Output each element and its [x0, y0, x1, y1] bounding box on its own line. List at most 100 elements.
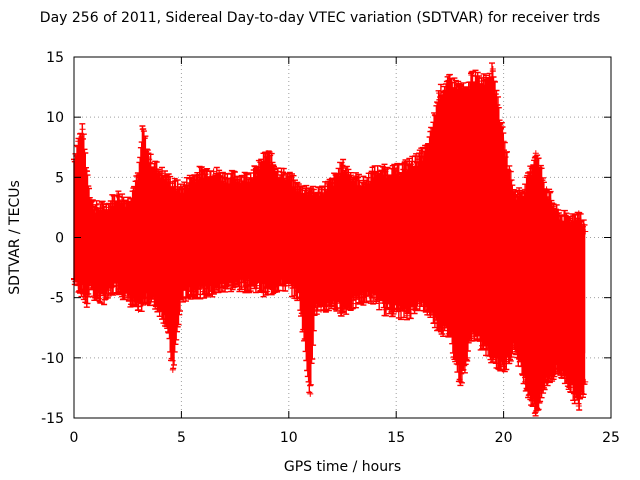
data-point — [457, 84, 464, 91]
data-point — [436, 324, 443, 331]
data-point — [489, 354, 496, 361]
data-point — [124, 294, 131, 301]
data-point — [232, 174, 239, 181]
data-point — [436, 90, 443, 97]
data-point — [178, 186, 185, 193]
x-tick-labels: 0 5 10 15 20 25 — [70, 430, 620, 446]
data-point — [382, 306, 389, 313]
data-point — [457, 378, 464, 385]
data-point — [582, 378, 589, 385]
data-point — [554, 210, 561, 217]
y-axis-label: SDTVAR / TECUs — [7, 180, 23, 295]
data-point — [511, 342, 518, 349]
data-point — [318, 186, 325, 193]
data-point — [242, 282, 249, 289]
x-tick-label: 10 — [280, 430, 298, 446]
data-point — [275, 282, 282, 289]
data-point — [468, 330, 475, 337]
data-point — [210, 168, 217, 175]
data-point — [554, 366, 561, 373]
data-point — [189, 174, 196, 181]
x-tick-label: 15 — [387, 430, 405, 446]
data-point — [146, 156, 153, 163]
data-point — [328, 180, 335, 187]
data-point — [79, 126, 86, 133]
data-point — [75, 138, 82, 145]
data-point — [350, 300, 357, 307]
data-point — [393, 168, 400, 175]
data-point — [146, 294, 153, 301]
data-point — [169, 180, 176, 187]
data-point — [92, 204, 99, 211]
data-point — [139, 126, 146, 133]
data-point — [328, 300, 335, 307]
data-point — [88, 198, 95, 205]
data-point — [393, 306, 400, 313]
data-point — [307, 186, 314, 193]
data-point — [83, 168, 90, 175]
data-point — [296, 294, 303, 301]
data-point — [382, 168, 389, 175]
data-point — [532, 408, 539, 415]
data-point — [543, 378, 550, 385]
data-point — [532, 150, 539, 157]
data-point — [113, 192, 120, 199]
data-point — [446, 78, 453, 85]
data-point — [232, 282, 239, 289]
data-point — [113, 282, 120, 289]
data-point — [103, 294, 110, 301]
y-tick-label: -15 — [41, 411, 64, 427]
data-point — [500, 138, 507, 145]
x-tick-label: 5 — [177, 430, 186, 446]
data-point — [311, 192, 318, 199]
x-axis-label: GPS time / hours — [284, 459, 401, 475]
data-point — [221, 282, 228, 289]
data-point — [339, 162, 346, 169]
x-tick-label: 20 — [495, 430, 513, 446]
data-point — [479, 78, 486, 85]
data-point — [221, 174, 228, 181]
data-point — [135, 306, 142, 313]
data-point — [163, 174, 170, 181]
data-point — [522, 186, 529, 193]
data-point — [285, 282, 292, 289]
x-tick-label: 25 — [602, 430, 620, 446]
data-series-sdtvar — [71, 62, 588, 417]
data-point — [565, 216, 572, 223]
data-point — [371, 168, 378, 175]
data-point — [403, 162, 410, 169]
data-point — [79, 288, 86, 295]
y-tick-label: -5 — [50, 291, 64, 307]
data-point — [307, 390, 314, 397]
data-point — [543, 186, 550, 193]
data-point — [318, 306, 325, 313]
data-point — [575, 402, 582, 409]
axis-ticks — [73, 56, 612, 419]
data-point — [275, 168, 282, 175]
data-point — [189, 288, 196, 295]
y-tick-label: 10 — [46, 110, 64, 126]
y-tick-labels: -15 -10 -5 0 5 10 15 — [41, 50, 64, 427]
data-point — [103, 204, 110, 211]
data-point — [199, 168, 206, 175]
data-point — [139, 300, 146, 307]
data-point — [253, 168, 260, 175]
data-point — [242, 174, 249, 181]
data-point — [350, 174, 357, 181]
chart-title: Day 256 of 2011, Sidereal Day-to-day VTE… — [39, 10, 601, 26]
data-point — [285, 174, 292, 181]
data-point — [511, 192, 518, 199]
data-point — [264, 288, 271, 295]
data-point — [124, 198, 131, 205]
x-tick-label: 0 — [70, 430, 79, 446]
data-point — [468, 72, 475, 79]
data-point — [575, 210, 582, 217]
y-tick-label: -10 — [41, 351, 64, 367]
data-point — [500, 366, 507, 373]
data-point — [199, 288, 206, 295]
data-point — [565, 378, 572, 385]
data-point — [156, 306, 163, 313]
data-point — [75, 282, 82, 289]
data-point — [169, 366, 176, 373]
